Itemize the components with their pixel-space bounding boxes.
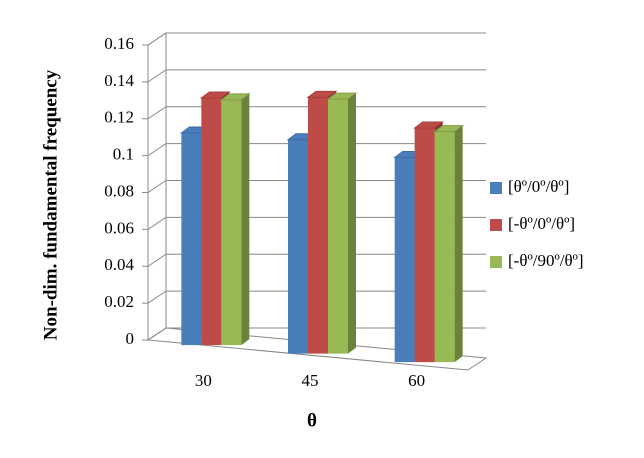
grid-line [147, 216, 486, 230]
y-tick-label: 0.02 [104, 292, 134, 311]
x-axis-title: θ [307, 410, 317, 431]
legend-swatch [490, 219, 502, 231]
bar-top [199, 91, 231, 99]
y-axis-title: Non-dim. fundamental frequency [40, 69, 61, 340]
bar-top [413, 121, 445, 129]
legend-swatch [490, 182, 502, 194]
x-tick-label: 60 [408, 371, 425, 390]
bar-side [454, 125, 463, 363]
bar-side [348, 93, 356, 354]
y-tick-label: 0 [126, 329, 135, 348]
legend-label: [θº/0º/θº] [508, 177, 569, 196]
y-tick-label: 0.1 [113, 145, 134, 164]
bar [433, 125, 465, 363]
bar-front [181, 133, 202, 346]
grid-line [147, 180, 486, 193]
bar-front [394, 157, 415, 363]
bar-front [308, 97, 328, 354]
bar-top [306, 90, 338, 98]
bar-top [433, 125, 465, 133]
legend-swatch [490, 256, 502, 268]
bar [326, 92, 358, 354]
bar-front [288, 139, 308, 354]
grid-line [147, 32, 486, 46]
y-tick-label: 0.16 [104, 34, 134, 53]
x-tick-label: 30 [195, 371, 212, 390]
bar-front [328, 99, 348, 354]
y-tick-label: 0.14 [104, 71, 134, 90]
grid-line [147, 69, 486, 83]
bar-front [221, 99, 242, 346]
bar-front [201, 98, 222, 346]
grid-line [147, 143, 486, 157]
y-tick-label: 0.04 [104, 255, 134, 274]
grid-line [147, 290, 486, 304]
bar-front [434, 131, 455, 363]
legend-label: [-θº/0º/θº] [508, 214, 575, 233]
bar-top [219, 93, 251, 101]
bar-front [414, 127, 435, 363]
grid-line [147, 106, 486, 120]
grid-line [147, 253, 486, 267]
legend-label: [-θº/90º/θº] [508, 251, 584, 270]
bar [219, 93, 251, 346]
y-tick-label: 0.12 [104, 108, 134, 127]
x-tick-label: 45 [302, 371, 319, 390]
grid-line [147, 327, 486, 341]
bar-side [241, 93, 250, 346]
y-tick-label: 0.06 [104, 218, 134, 237]
y-tick-label: 0.08 [104, 181, 134, 200]
